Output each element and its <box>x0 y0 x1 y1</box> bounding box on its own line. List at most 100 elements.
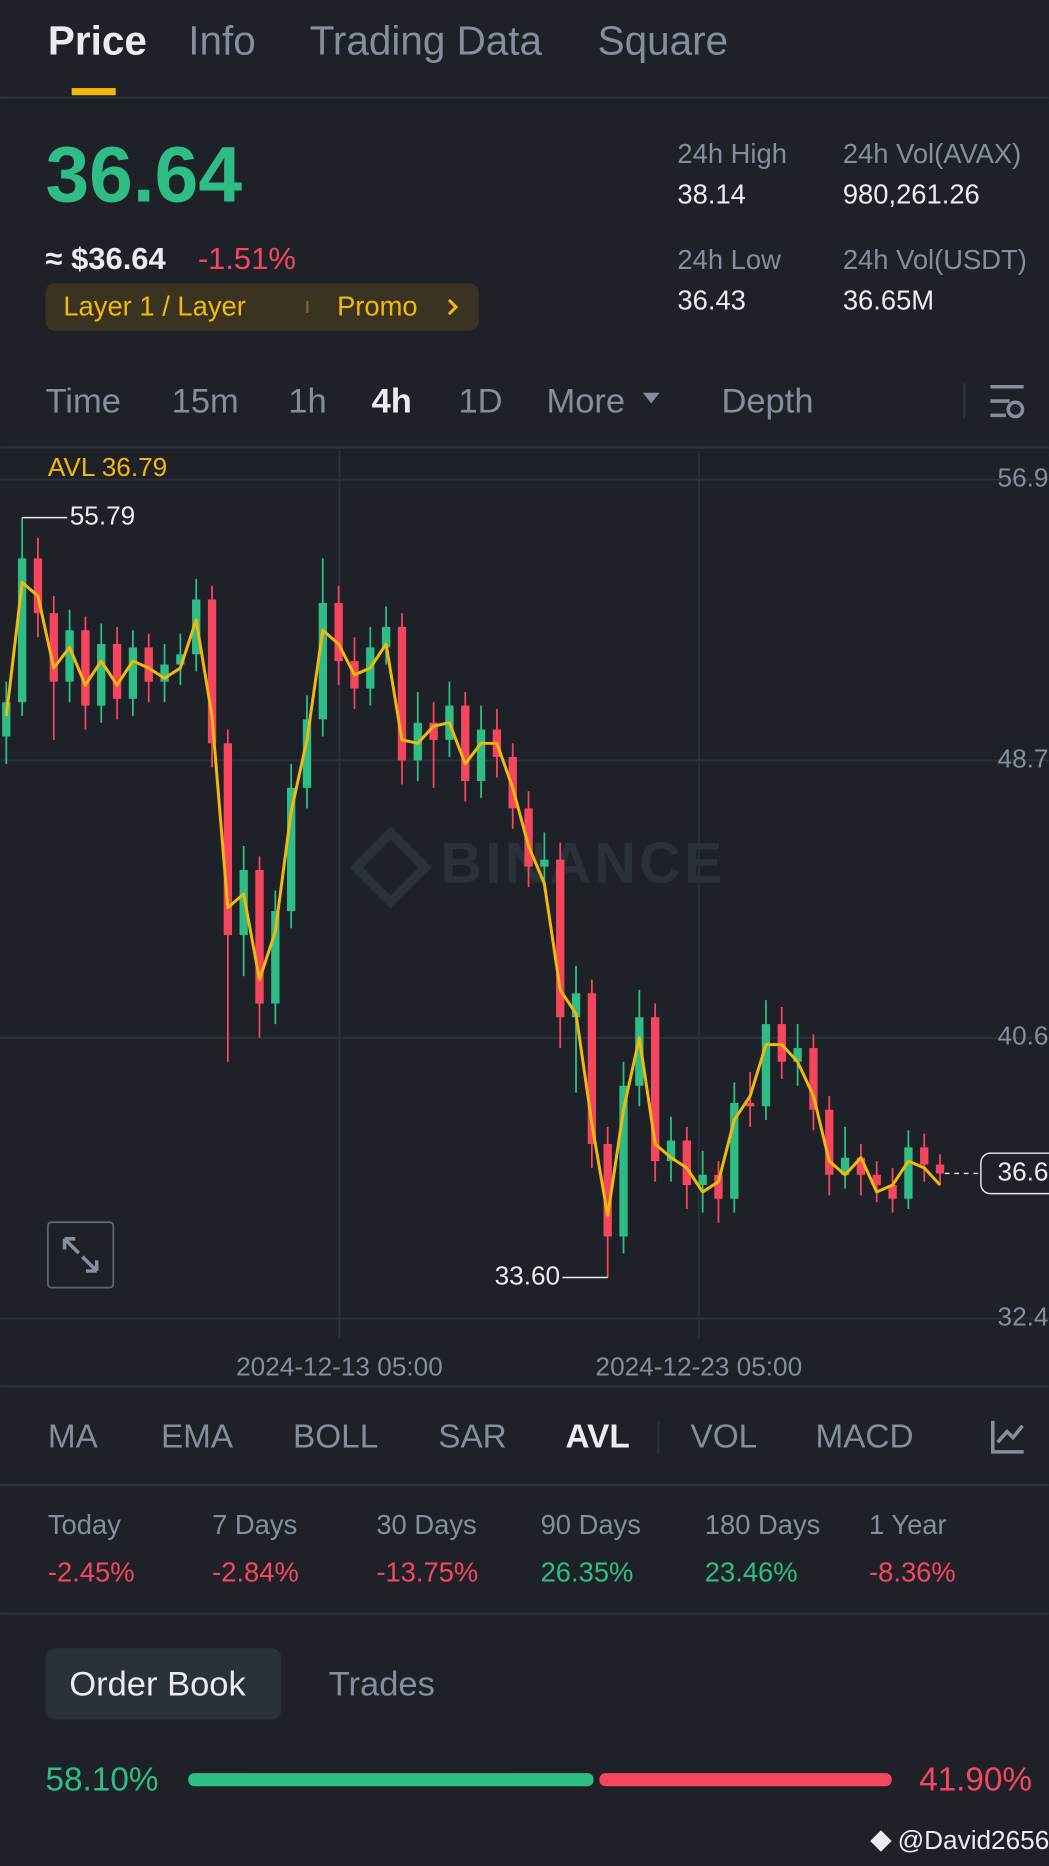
interval[interactable]: 4h <box>372 383 412 421</box>
interval[interactable]: 1D <box>458 383 502 421</box>
chart-watermark: BINANCE <box>441 832 726 896</box>
watermark-logo <box>349 826 432 909</box>
indicator[interactable]: MA <box>48 1419 99 1456</box>
price-tag-label: 36.64 <box>998 1156 1049 1186</box>
candle-body <box>682 1140 691 1186</box>
indicator[interactable]: SAR <box>438 1419 506 1456</box>
candle-body <box>97 644 106 706</box>
tab[interactable]: Trading Data <box>310 18 543 64</box>
candle-body <box>33 558 43 614</box>
buy-bar <box>188 1773 594 1787</box>
x-tick-label: 2024-12-23 05:00 <box>596 1351 803 1381</box>
candle-body <box>17 558 27 703</box>
stat-value: 38.14 <box>677 179 745 210</box>
chevron <box>447 298 459 316</box>
period-change: 23.46% <box>705 1557 798 1588</box>
fullscreen-icon <box>62 1237 99 1273</box>
candle-body <box>635 1017 644 1086</box>
tab[interactable]: Price <box>48 18 147 64</box>
candle-body <box>508 757 517 809</box>
price-tag <box>980 1152 1049 1195</box>
candle-body <box>745 1102 755 1107</box>
candle-body <box>793 1048 802 1062</box>
candle-body <box>112 644 122 699</box>
interval[interactable]: Time <box>46 383 121 421</box>
indicator-bar: MA EMA BOLL SAR AVL VOL MACD <box>48 1419 914 1456</box>
chart: 56.9 48.7 40.6 32.4 2024-12-13 05:00 2024-12-… <box>0 449 1049 1381</box>
order-book-tab[interactable]: Order Book <box>69 1665 246 1703</box>
candle-body <box>651 1017 660 1162</box>
candle-body <box>160 664 169 682</box>
candle-body <box>587 993 597 1144</box>
settings-icon[interactable] <box>990 384 1025 419</box>
candle-body <box>556 859 565 1018</box>
tag[interactable]: Layer 1 / Layer <box>63 290 246 321</box>
indicator-settings-icon[interactable] <box>991 1420 1024 1454</box>
candle-body <box>619 1085 628 1237</box>
last-price: 36.64 <box>46 131 243 219</box>
candle-body <box>461 705 470 781</box>
candle-body <box>2 702 11 737</box>
watermark-icon <box>870 1830 892 1852</box>
candle-body <box>381 626 391 648</box>
performance: Today -2.45% 7 Days -2.84% 30 Days -13.75% 90 … <box>48 1509 956 1588</box>
stat-value: 980,261.26 <box>843 179 980 210</box>
trades-tab[interactable]: Trades <box>329 1665 435 1703</box>
interval[interactable]: Depth <box>721 383 813 421</box>
candle-body <box>223 743 233 936</box>
candle-body <box>302 719 312 788</box>
candle-body <box>904 1147 913 1199</box>
y-tick-label: 32.4 <box>998 1302 1049 1332</box>
indicator[interactable]: VOL <box>691 1419 758 1456</box>
candle-body <box>318 602 327 720</box>
period-label: 7 Days <box>212 1509 297 1540</box>
candle-body <box>571 993 581 1018</box>
candle-body <box>207 599 217 744</box>
stat-label: 24h Vol(AVAX) <box>843 138 1021 169</box>
candle-body <box>81 630 90 706</box>
candle-body <box>128 647 138 699</box>
candle-body <box>429 722 438 740</box>
period-label: 180 Days <box>705 1509 821 1540</box>
tab[interactable]: Square <box>598 18 728 64</box>
interval[interactable]: More <box>547 383 626 421</box>
interval-bar: Time 15m 1h 4h 1D More Depth <box>46 383 814 421</box>
candle-body <box>65 630 74 682</box>
period-label: 90 Days <box>541 1509 641 1540</box>
period-label: 1 Year <box>869 1509 947 1540</box>
ratio-bar <box>188 1773 892 1787</box>
stat-label: 24h High <box>677 138 787 169</box>
promo[interactable]: Promo <box>337 290 418 321</box>
watermark: @David2656 <box>898 1825 1049 1855</box>
fullscreen-button[interactable] <box>46 1221 115 1289</box>
indicator[interactable]: EMA <box>161 1419 234 1456</box>
period-change: 26.35% <box>541 1557 634 1588</box>
indicator[interactable]: BOLL <box>293 1419 378 1456</box>
period-change: -2.84% <box>212 1557 299 1588</box>
candle-body <box>255 870 264 1004</box>
candle-body <box>239 870 248 936</box>
y-tick-label: 40.6 <box>998 1021 1049 1051</box>
indicator[interactable]: AVL <box>566 1419 630 1456</box>
low-label: 33.60 <box>495 1260 560 1290</box>
tab-indicator <box>71 88 116 96</box>
candle-body <box>176 654 185 665</box>
tab[interactable]: Info <box>188 18 255 64</box>
fiat-price: ≈ $36.64 <box>46 241 167 276</box>
interval[interactable]: 1h <box>288 383 326 421</box>
period-change: -8.36% <box>869 1557 956 1588</box>
avl-legend: AVL 36.79 <box>48 452 167 482</box>
period-change: -13.75% <box>376 1557 478 1588</box>
candle-body <box>856 1157 866 1175</box>
dropdown-arrow <box>642 392 660 404</box>
tag-box[interactable] <box>45 283 479 331</box>
candle-body <box>920 1147 929 1165</box>
candle-body <box>888 1185 897 1199</box>
indicator[interactable]: MACD <box>815 1419 913 1456</box>
sell-bar <box>599 1773 892 1787</box>
candle-body <box>809 1048 818 1110</box>
stats: 24h High 38.14 24h Vol(AVAX) 980,261.26 24h … <box>677 138 1026 315</box>
interval[interactable]: 15m <box>172 383 239 421</box>
candle-body <box>524 808 533 867</box>
